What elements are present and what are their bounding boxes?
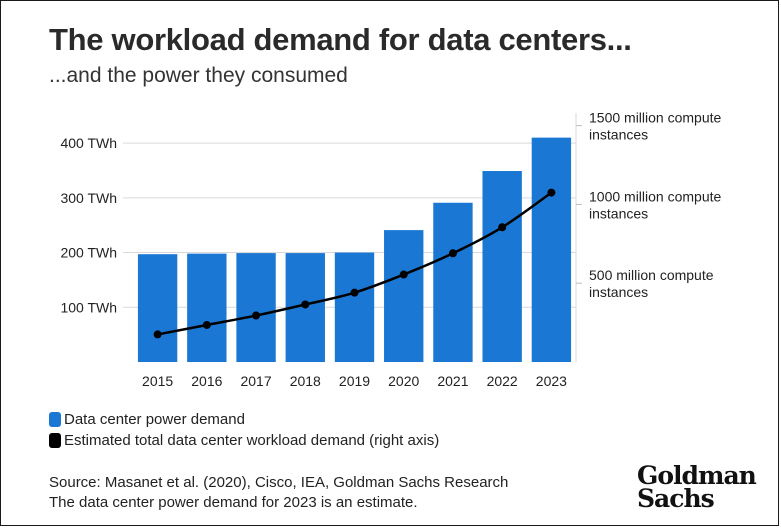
- chart-title: The workload demand for data centers...: [49, 22, 632, 57]
- workload-point: [498, 223, 507, 232]
- workload-point: [399, 270, 408, 279]
- x-tick-label: 2021: [437, 373, 468, 389]
- legend-item-workload: Estimated total data center workload dem…: [49, 432, 439, 449]
- workload-point: [350, 288, 359, 297]
- x-tick-label: 2019: [339, 373, 370, 389]
- bar: [531, 137, 572, 362]
- bar: [334, 252, 375, 362]
- bar: [433, 202, 473, 362]
- estimate-note: The data center power demand for 2023 is…: [49, 494, 418, 511]
- x-tick-label: 2020: [388, 373, 419, 389]
- goldman-sachs-logo: Goldman Sachs: [637, 461, 757, 513]
- x-tick-label: 2016: [191, 373, 222, 389]
- x-tick-label: 2018: [290, 373, 321, 389]
- x-tick-label: 2022: [487, 373, 518, 389]
- bar: [482, 171, 522, 362]
- bar: [384, 230, 424, 362]
- workload-point: [448, 249, 457, 258]
- legend-label-power: Data center power demand: [64, 411, 245, 428]
- left-tick-label: 300 TWh: [60, 190, 117, 206]
- x-tick-label: 2017: [240, 373, 271, 389]
- right-tick-label: instances: [589, 127, 648, 143]
- right-tick-label: instances: [589, 284, 648, 300]
- bar: [187, 253, 227, 362]
- workload-point: [252, 311, 261, 320]
- right-tick-label: instances: [589, 205, 648, 221]
- bar: [236, 253, 276, 362]
- legend-swatch-workload: [49, 433, 61, 448]
- workload-point: [153, 330, 162, 339]
- workload-point: [301, 300, 310, 309]
- left-tick-label: 200 TWh: [60, 245, 117, 261]
- logo-line-2: Sachs: [637, 484, 715, 513]
- chart-subtitle: ...and the power they consumed: [49, 64, 348, 87]
- workload-point: [202, 320, 211, 329]
- right-tick-label: 500 million compute: [589, 267, 714, 283]
- legend-item-power: Data center power demand: [49, 411, 245, 428]
- x-tick-label: 2015: [142, 373, 173, 389]
- right-tick-label: 1000 million compute: [589, 188, 722, 204]
- right-tick-label: 1500 million compute: [589, 110, 722, 126]
- workload-point: [547, 188, 556, 197]
- legend-swatch-power: [49, 412, 61, 427]
- legend-label-workload: Estimated total data center workload dem…: [64, 432, 440, 449]
- source-note: Source: Masanet et al. (2020), Cisco, IE…: [49, 474, 509, 491]
- left-tick-label: 100 TWh: [60, 299, 117, 315]
- x-tick-label: 2023: [536, 373, 567, 389]
- left-tick-label: 400 TWh: [60, 135, 117, 151]
- bar: [137, 254, 178, 362]
- logo-line-1: Goldman: [637, 461, 757, 490]
